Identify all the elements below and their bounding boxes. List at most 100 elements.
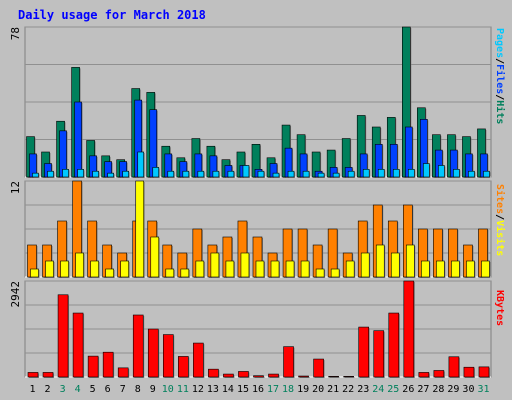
bar-shadow	[329, 377, 340, 378]
bar-kbytes-day-1	[27, 372, 39, 378]
bar-visits-day-9	[150, 236, 160, 278]
bar-visits-day-30	[466, 260, 475, 278]
bar-kbytes-day-13	[208, 368, 219, 378]
chart-title: Daily usage for March 2018	[18, 8, 206, 22]
legend-entry: Pages	[494, 28, 505, 58]
bar-pages-day-12	[197, 170, 205, 178]
day-label: 20	[312, 384, 324, 395]
bar-kbytes-day-30	[463, 366, 475, 378]
bar-pages-day-10	[167, 170, 175, 178]
bar-pages-day-22	[347, 170, 355, 178]
bar-pages-day-17	[272, 172, 280, 178]
day-label: 27	[417, 384, 429, 395]
bar-visits-day-7	[120, 260, 129, 278]
bar-pages-day-9	[152, 167, 160, 178]
day-label: 16	[252, 384, 264, 395]
bar-kbytes-day-26	[403, 280, 415, 378]
bar-pages-day-23	[362, 169, 370, 178]
day-label: 12	[192, 384, 204, 395]
bar-pages-day-3	[62, 169, 69, 178]
bar-visits-day-22	[345, 260, 355, 278]
bar-kbytes-day-18	[283, 346, 294, 378]
bar-pages-day-20	[317, 172, 325, 178]
day-label: 19	[297, 384, 309, 395]
bar-visits-day-1	[30, 268, 39, 278]
day-label: 9	[150, 384, 156, 395]
bar-kbytes-day-29	[448, 356, 460, 378]
bar-files-day-9	[149, 109, 158, 178]
bar-kbytes-day-9	[147, 328, 159, 378]
y-max-label: 78	[9, 27, 22, 40]
bar-visits-day-19	[300, 260, 310, 278]
bar-kbytes-day-22	[343, 376, 354, 378]
bar-visits-day-5	[90, 260, 99, 278]
day-label: 3	[60, 384, 66, 395]
bar-visits-day-3	[60, 260, 69, 278]
day-label: 31	[477, 384, 489, 395]
panel-legend: Sites/Visits	[494, 184, 506, 256]
bar-pages-day-16	[257, 170, 265, 178]
legend-entry: /	[494, 214, 505, 220]
bar-pages-day-27	[423, 163, 430, 178]
bar-pages-day-21	[332, 172, 340, 178]
bar-kbytes-day-3	[57, 294, 69, 378]
bar-pages-day-31	[483, 170, 490, 178]
bar-visits-day-18	[285, 260, 295, 278]
bar-pages-day-29	[453, 169, 460, 178]
bar-kbytes-day-24	[373, 330, 385, 378]
bar-shadow	[344, 377, 355, 378]
panel-visits-sites: 12 Sites/Visits	[9, 180, 506, 278]
bar-visits-day-23	[360, 252, 370, 278]
y-max-label: 2942	[9, 281, 22, 308]
bar-shadow	[254, 376, 265, 378]
bar-pages-day-26	[408, 169, 415, 178]
bar-visits-day-29	[451, 260, 460, 278]
day-label: 1	[30, 384, 36, 395]
bar-kbytes-day-14	[223, 373, 234, 378]
legend-entry: /	[494, 58, 505, 64]
legend-entry: Visits	[494, 220, 506, 256]
bar-pages-day-15	[242, 165, 250, 178]
bar-visits-day-17	[270, 260, 280, 278]
bar-kbytes-day-4	[72, 312, 84, 378]
bar-visits-day-28	[436, 260, 445, 278]
day-label: 4	[75, 384, 81, 395]
bar-kbytes-day-17	[268, 373, 279, 378]
bar-pages-day-11	[182, 170, 190, 178]
bar-pages-day-25	[392, 169, 400, 178]
bar-files-day-4	[74, 101, 82, 178]
bar-pages-day-8	[137, 151, 145, 178]
day-label: 14	[222, 384, 234, 395]
bar-kbytes-day-27	[418, 372, 430, 378]
day-label: 11	[177, 384, 189, 395]
day-label: 22	[342, 384, 354, 395]
bar-pages-day-2	[47, 170, 54, 178]
day-label: 5	[90, 384, 96, 395]
bar-kbytes-day-5	[87, 355, 99, 378]
day-label: 15	[237, 384, 249, 395]
bar-pages-day-24	[377, 169, 385, 178]
bar-pages-day-5	[92, 170, 99, 178]
day-label: 6	[105, 384, 111, 395]
panel-hits-files-pages: 78 Pages/Files/Hits	[9, 26, 506, 178]
bar-pages-day-14	[227, 170, 235, 178]
day-label: 13	[207, 384, 219, 395]
bar-pages-day-18	[287, 170, 295, 178]
bar-kbytes-day-7	[117, 367, 129, 378]
legend-entry: Hits	[494, 100, 506, 124]
bar-pages-day-19	[302, 170, 310, 178]
bar-visits-day-13	[210, 252, 220, 278]
legend-entry: /	[494, 94, 505, 100]
bar-visits-day-4	[75, 252, 84, 278]
day-label: 18	[282, 384, 294, 395]
bar-kbytes-day-6	[102, 351, 114, 378]
bar-pages-day-4	[77, 169, 84, 178]
bar-kbytes-day-19	[298, 375, 309, 378]
day-label: 17	[267, 384, 279, 395]
bar-pages-day-6	[107, 172, 114, 178]
day-label: 7	[120, 384, 126, 395]
bar-kbytes-day-20	[313, 358, 324, 378]
bar-visits-day-6	[105, 268, 114, 278]
